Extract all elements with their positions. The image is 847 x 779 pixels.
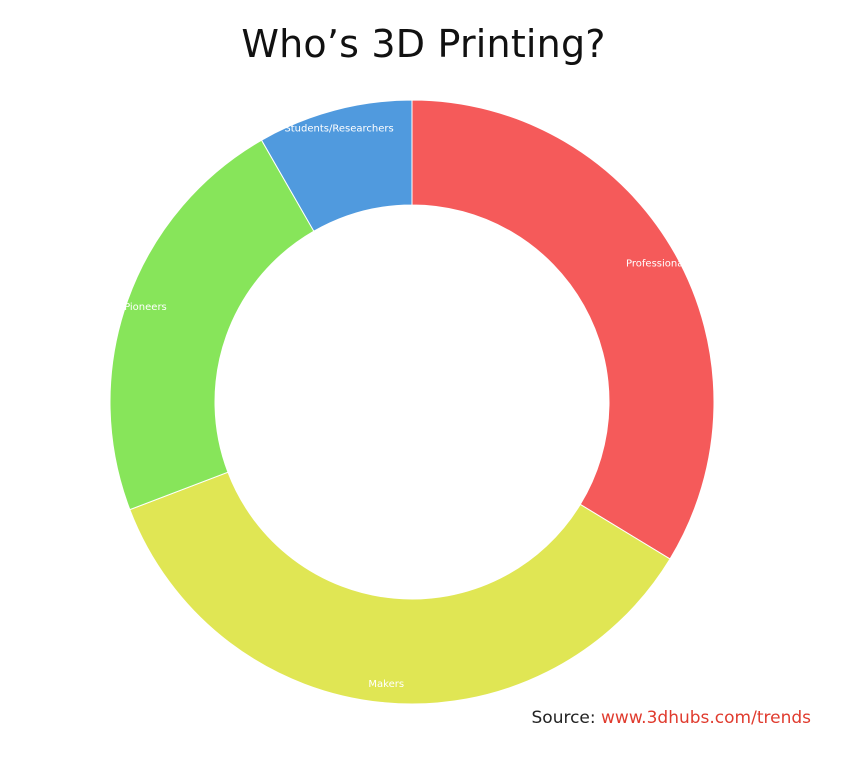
chart-title: Who’s 3D Printing? xyxy=(241,22,606,66)
slice-students-researchers xyxy=(260,99,413,232)
slice-label-makers: Makers xyxy=(368,679,404,690)
slice-label-pioneers: Pioneers xyxy=(124,302,167,313)
donut-slices xyxy=(109,99,715,705)
slice-professionals xyxy=(411,99,715,560)
slice-label-professionals: Professionals xyxy=(626,258,691,269)
source-note: Source: www.3dhubs.com/trends xyxy=(532,708,812,728)
source-link[interactable]: www.3dhubs.com/trends xyxy=(601,708,811,728)
source-label: Source: xyxy=(531,708,596,728)
slice-makers xyxy=(129,471,671,705)
slice-labels: Professionals Makers Pioneers Students/Rese… xyxy=(124,124,691,690)
slice-label-students-researchers: Students/Researchers xyxy=(284,124,393,135)
slice-pioneers xyxy=(109,139,315,511)
